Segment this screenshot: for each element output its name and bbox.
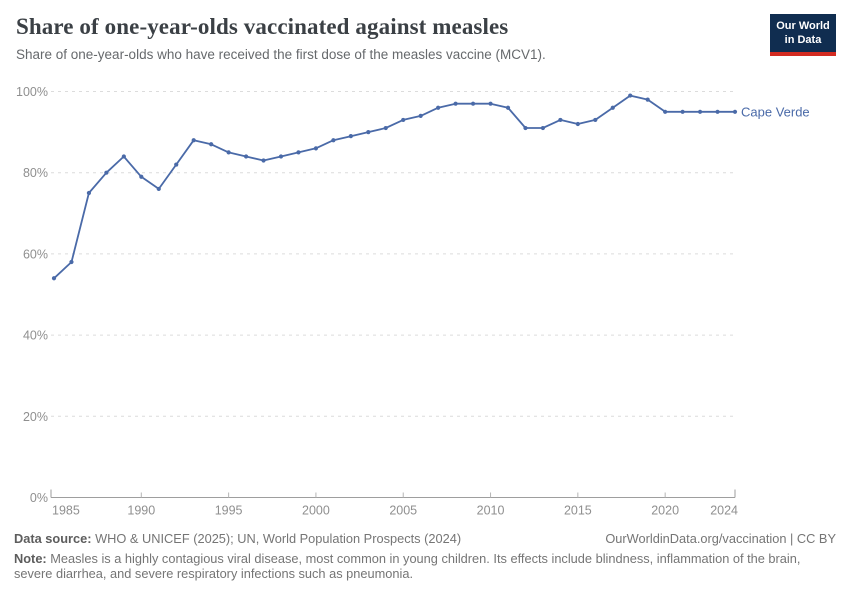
data-point-marker[interactable]	[69, 259, 74, 265]
data-point-marker[interactable]	[313, 146, 319, 151]
data-point-marker[interactable]	[680, 109, 685, 114]
data-point-marker[interactable]	[558, 117, 563, 123]
data-source: Data source: WHO & UNICEF (2025); UN, Wo…	[14, 531, 461, 546]
data-point-marker[interactable]	[593, 117, 598, 123]
data-point-marker[interactable]	[610, 105, 615, 110]
data-point-marker[interactable]	[156, 186, 161, 192]
data-source-text: WHO & UNICEF (2025); UN, World Populatio…	[91, 531, 462, 546]
data-point-marker[interactable]	[628, 93, 633, 98]
y-tick-label: 20%	[23, 410, 48, 424]
y-tick-label: 100%	[16, 85, 48, 99]
data-source-label: Data source:	[14, 531, 92, 546]
data-point-marker[interactable]	[209, 142, 214, 147]
owid-logo: Our World in Data	[770, 14, 836, 56]
data-point-marker[interactable]	[575, 121, 580, 127]
data-point-marker[interactable]	[663, 109, 668, 114]
x-tick-label: 1995	[215, 504, 243, 518]
chart-canvas: 0% 20% 40% 60% 80% 100% 1985 1990 1995 2000 2005 20…	[0, 75, 850, 530]
x-tick-label: 2024	[710, 504, 738, 518]
data-point-marker[interactable]	[505, 105, 511, 110]
series-line-cape-verde[interactable]	[53, 94, 736, 280]
data-point-marker[interactable]	[331, 138, 336, 143]
note-text: Measles is a highly contagious viral dis…	[14, 551, 801, 582]
data-point-marker[interactable]	[366, 130, 371, 135]
y-tick-label: 60%	[23, 247, 48, 261]
data-point-marker[interactable]	[523, 125, 528, 131]
owid-logo-line2: in Data	[784, 34, 822, 47]
note-label: Note:	[14, 551, 47, 566]
x-tick-label: 2000	[302, 504, 330, 518]
data-point-marker[interactable]	[243, 154, 249, 159]
y-tick-label: 0%	[30, 491, 48, 505]
data-point-marker[interactable]	[436, 105, 441, 110]
data-point-marker[interactable]	[418, 113, 423, 118]
chart-title: Share of one-year-olds vaccinated agains…	[16, 14, 509, 39]
data-point-marker[interactable]	[174, 162, 179, 167]
data-point-marker[interactable]	[470, 101, 476, 106]
x-tick-label: 1985	[52, 504, 80, 518]
chart-subtitle: Share of one-year-olds who have received…	[16, 47, 546, 63]
data-point-marker[interactable]	[697, 109, 703, 114]
data-point-marker[interactable]	[226, 150, 231, 155]
footer-note: Note: Measles is a highly contagious vir…	[14, 551, 826, 581]
data-point-marker[interactable]	[51, 276, 57, 281]
data-point-marker[interactable]	[348, 134, 353, 139]
data-point-marker[interactable]	[401, 117, 406, 123]
x-tick-label: 2010	[477, 504, 505, 518]
x-tick-label: 2005	[389, 504, 417, 518]
x-tick-label: 1990	[127, 504, 155, 518]
x-tick-label: 2020	[651, 504, 679, 518]
footer-source-row: Data source: WHO & UNICEF (2025); UN, Wo…	[14, 531, 836, 546]
data-point-marker[interactable]	[139, 174, 144, 179]
data-point-marker[interactable]	[86, 190, 92, 196]
license-link[interactable]: OurWorldinData.org/vaccination | CC BY	[605, 531, 836, 546]
data-point-marker[interactable]	[645, 97, 650, 102]
data-point-marker[interactable]	[488, 101, 493, 106]
chart-footer: Data source: WHO & UNICEF (2025); UN, Wo…	[14, 531, 836, 581]
y-tick-label: 80%	[23, 166, 48, 180]
y-tick-label: 40%	[23, 329, 48, 343]
data-point-marker[interactable]	[383, 125, 388, 131]
owid-logo-line1: Our World	[776, 20, 830, 32]
data-point-marker[interactable]	[104, 170, 109, 175]
data-point-marker[interactable]	[278, 154, 284, 159]
data-point-marker[interactable]	[121, 154, 126, 159]
data-point-marker[interactable]	[261, 158, 266, 163]
x-tick-label: 2015	[564, 504, 592, 518]
data-point-marker[interactable]	[296, 150, 301, 155]
series-label: Cape Verde	[741, 104, 810, 119]
line-chart-svg: 0% 20% 40% 60% 80% 100% 1985 1990 1995 2000 2005 20…	[16, 85, 810, 518]
data-point-marker[interactable]	[732, 109, 738, 114]
chart-header: Share of one-year-olds vaccinated agains…	[16, 14, 756, 64]
data-point-marker[interactable]	[453, 101, 458, 106]
data-point-marker[interactable]	[715, 109, 720, 114]
data-point-marker[interactable]	[191, 138, 196, 143]
data-point-marker[interactable]	[540, 125, 546, 131]
